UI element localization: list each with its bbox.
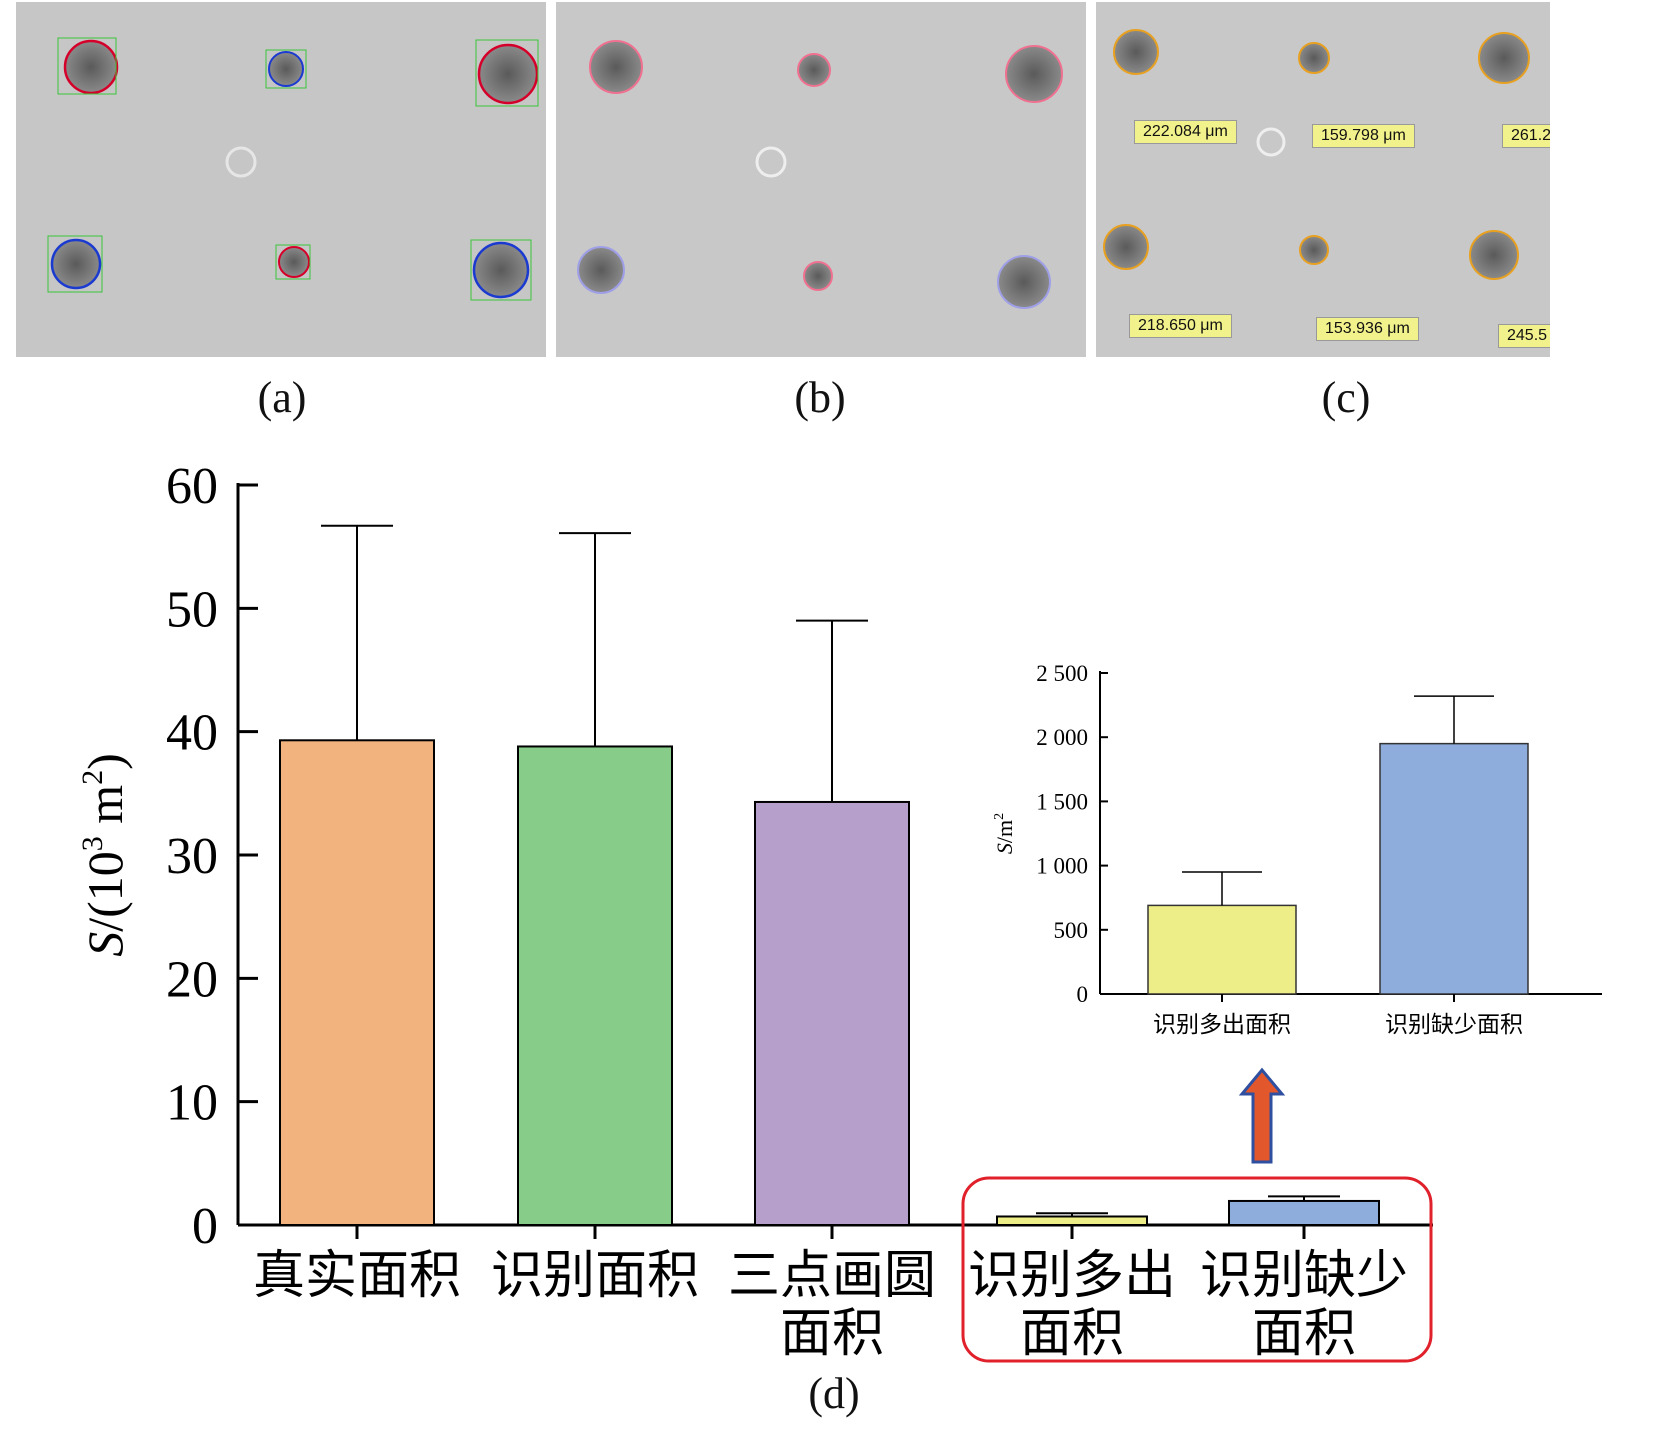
panel-label-c: (c) (1321, 373, 1371, 422)
inset-bar (1147, 904, 1297, 995)
x-tick-label: 识别多出 (968, 1248, 1176, 1305)
bar (996, 1215, 1148, 1226)
y-axis-label: S/(103 m2) (76, 753, 133, 957)
y-tick-label: 0 (192, 1198, 218, 1255)
measurement-label: 222.084 μm (1134, 120, 1237, 144)
up-arrow-icon (1238, 1067, 1286, 1164)
measurement-label: 261.2 (1502, 124, 1550, 148)
y-tick-label: 60 (166, 458, 218, 515)
x-tick-label: 面积 (1020, 1306, 1124, 1363)
x-tick-label: 识别面积 (491, 1248, 699, 1305)
inset-y-tick-label: 2 500 (1036, 661, 1088, 686)
micrograph-b (556, 2, 1086, 357)
measurement-label: 159.798 μm (1312, 124, 1415, 148)
y-tick-label: 10 (166, 1075, 218, 1132)
x-tick-label: 识别缺少 (1200, 1248, 1408, 1305)
x-tick-label: 三点画圆 (728, 1248, 936, 1305)
inset-x-tick-label: 识别缺少面积 (1385, 1012, 1523, 1037)
panel-label-a: (a) (257, 373, 307, 422)
y-tick-label: 30 (166, 828, 218, 885)
inset-plot: 0 500 1 000 1 500 2 000 2 500 S/m2 识别多出面积 识别缺少面积 (992, 661, 1602, 1037)
bar (754, 800, 910, 1226)
y-tick-label: 50 (166, 581, 218, 638)
bar (279, 739, 435, 1226)
x-tick-label: 真实面积 (253, 1248, 461, 1305)
inset-y-tick-label: 0 (1077, 982, 1089, 1007)
measurement-label: 153.936 μm (1316, 317, 1419, 341)
inset-bar (1379, 742, 1529, 995)
bar (517, 745, 673, 1226)
inset-x-tick-label: 识别多出面积 (1153, 1012, 1291, 1037)
y-tick-label: 20 (166, 951, 218, 1008)
x-tick-label: 面积 (780, 1306, 884, 1363)
inset-y-tick-label: 1 500 (1036, 789, 1088, 814)
micrograph-c-image (1096, 2, 1550, 357)
micrograph-b-image (556, 2, 1086, 357)
highlight-box (961, 1176, 1433, 1363)
measurement-label: 218.650 μm (1129, 314, 1232, 338)
x-tick-label: 面积 (1252, 1306, 1356, 1363)
bar (1228, 1199, 1380, 1227)
y-tick-label: 40 (166, 705, 218, 762)
micrograph-c: 222.084 μm 159.798 μm 261.2 218.650 μm 1… (1096, 2, 1550, 357)
panel-label-b: (b) (794, 373, 846, 422)
panel-label-d: (d) (808, 1369, 860, 1418)
inset-y-axis-label: S/m2 (992, 813, 1017, 854)
measurement-label: 245.5 (1498, 324, 1550, 348)
inset-y-tick-label: 500 (1054, 918, 1089, 943)
micrograph-a (16, 2, 546, 357)
inset-y-tick-label: 1 000 (1036, 854, 1088, 879)
inset-y-tick-label: 2 000 (1036, 725, 1088, 750)
micrograph-a-image (16, 2, 546, 357)
